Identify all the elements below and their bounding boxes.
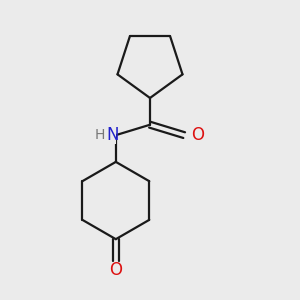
Text: H: H xyxy=(94,128,105,142)
FancyBboxPatch shape xyxy=(91,127,116,144)
Text: O: O xyxy=(192,126,205,144)
Text: N: N xyxy=(106,126,119,144)
Text: O: O xyxy=(109,261,122,279)
